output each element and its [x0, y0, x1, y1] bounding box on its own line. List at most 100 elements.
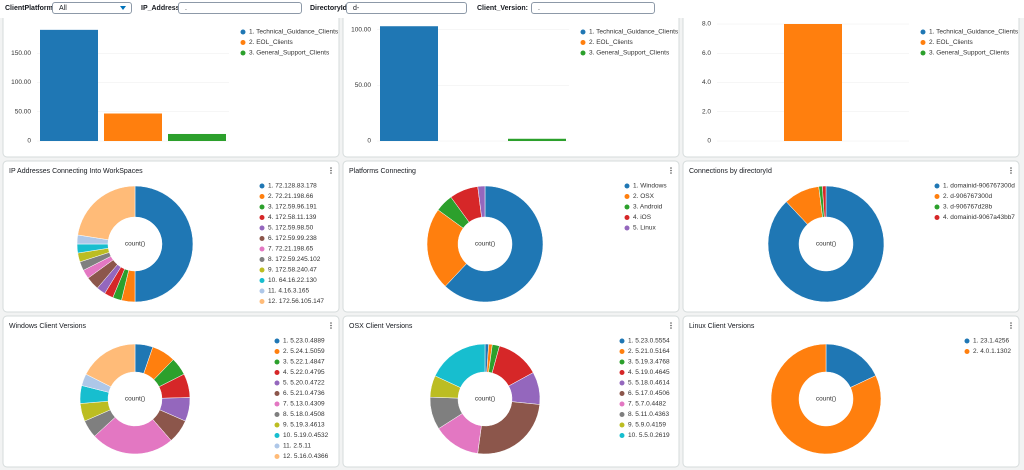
legend-label: 11. 4.16.3.165 [268, 288, 309, 295]
legend-label: 5. 172.59.98.50 [268, 225, 314, 232]
legend-swatch [934, 204, 940, 210]
legend-swatch [259, 299, 265, 304]
legend-swatch [934, 215, 940, 220]
legend-label: 2. 5.24.1.5059 [283, 348, 325, 355]
legend-label: 2. EOL_Clients [589, 39, 633, 46]
center-label: count() [816, 396, 836, 403]
donut-slice [85, 343, 136, 388]
y-tick-label: 100.00 [351, 26, 371, 33]
legend-swatch [619, 359, 625, 365]
legend-swatch [920, 50, 926, 56]
legend-swatch [240, 50, 246, 56]
menu-icon [1010, 327, 1012, 329]
legend-swatch [619, 433, 625, 438]
donut-slice [767, 185, 885, 303]
legend-label: 11. 2.5.11 [283, 443, 311, 450]
legend-swatch [920, 40, 926, 45]
menu-icon [330, 169, 332, 172]
legend-swatch [580, 50, 586, 56]
legend-swatch [274, 433, 280, 438]
donut-slice [770, 343, 882, 455]
menu-icon [670, 327, 672, 329]
menu-icon [1010, 167, 1012, 169]
legend-label: 1. 5.23.0.5554 [628, 338, 670, 345]
legend-swatch [259, 225, 265, 231]
legend-swatch [259, 183, 265, 189]
legend-label: 7. 5.7.0.4482 [628, 401, 666, 408]
dropdown-value: All [59, 5, 67, 12]
legend-swatch [259, 257, 265, 262]
center-label: count() [475, 241, 495, 248]
legend-swatch [274, 338, 280, 344]
text-input[interactable]: d- [346, 2, 467, 14]
center-label: count() [475, 396, 495, 403]
legend-label: 3. General_Support_Clients [249, 50, 330, 57]
legend-label: 1. 72.128.83.178 [268, 183, 317, 190]
menu-icon [330, 322, 332, 324]
legend-label: 3. Android [633, 204, 663, 211]
input-value: d- [353, 5, 360, 12]
legend-swatch [259, 204, 265, 210]
legend-swatch [274, 401, 280, 407]
y-tick-label: 50.00 [15, 108, 32, 115]
legend-label: 2. EOL_Clients [929, 39, 973, 46]
legend-swatch [580, 29, 586, 35]
legend-label: 3. d-906767d28b [943, 204, 993, 211]
legend-swatch [624, 183, 630, 189]
legend-label: 7. 72.21.198.65 [268, 246, 314, 253]
filter-label: Client_Version: [477, 5, 528, 12]
menu-icon [670, 172, 672, 174]
chart-title: Windows Client Versions [9, 323, 87, 330]
legend-label: 7. 5.13.0.4309 [283, 401, 325, 408]
legend-swatch [920, 29, 926, 35]
legend-swatch [274, 349, 280, 354]
text-input[interactable]: . [531, 2, 655, 14]
center-label: count() [125, 396, 145, 403]
legend-swatch [259, 246, 265, 252]
legend-swatch [274, 380, 280, 386]
legend-label: 8. 172.59.245.102 [268, 256, 321, 263]
legend-label: 10. 5.19.0.4532 [283, 432, 329, 439]
legend-swatch [934, 183, 940, 189]
legend-label: 9. 172.58.240.47 [268, 267, 317, 274]
y-tick-label: 100.00 [11, 79, 31, 86]
y-tick-label: 2.0 [702, 108, 711, 115]
legend-label: 1. domainid-906767300d [943, 183, 1015, 190]
legend-label: 12. 172.56.105.147 [268, 298, 324, 305]
legend-label: 2. 72.21.198.66 [268, 193, 314, 200]
legend-swatch [619, 422, 625, 428]
y-tick-label: 0 [27, 138, 31, 145]
legend-label: 4. 172.58.11.139 [268, 214, 317, 221]
legend-label: 4. 5.22.0.4795 [283, 369, 325, 376]
legend-swatch [619, 349, 625, 354]
menu-icon [670, 324, 672, 327]
legend-swatch [964, 349, 970, 354]
menu-icon [1010, 322, 1012, 324]
menu-icon [1010, 324, 1012, 327]
chart-title: Linux Client Versions [689, 323, 755, 330]
legend-label: 8. 5.18.0.4508 [283, 411, 325, 418]
legend-label: 1. Windows [633, 183, 667, 190]
menu-icon [1010, 172, 1012, 174]
chart-title: Connections by directoryId [689, 168, 772, 175]
donut-slice [444, 185, 544, 303]
menu-icon [670, 322, 672, 324]
legend-label: 3. General_Support_Clients [589, 50, 670, 57]
legend-swatch [274, 422, 280, 428]
legend-label: 2. OSX [633, 193, 655, 200]
legend-swatch [259, 194, 265, 199]
legend-label: 1. 5.23.0.4889 [283, 338, 325, 345]
dropdown[interactable]: All [52, 2, 132, 14]
legend-swatch [619, 401, 625, 407]
text-input[interactable]: . [178, 2, 302, 14]
legend-label: 2. d-906767300d [943, 193, 993, 200]
filter-label: IP_Address: [141, 5, 182, 12]
menu-icon [330, 324, 332, 327]
legend-swatch [580, 40, 586, 45]
chart-title: OSX Client Versions [349, 323, 413, 330]
legend-swatch [624, 204, 630, 210]
legend-label: 3. 172.59.96.191 [268, 204, 317, 211]
legend-swatch [274, 412, 280, 417]
